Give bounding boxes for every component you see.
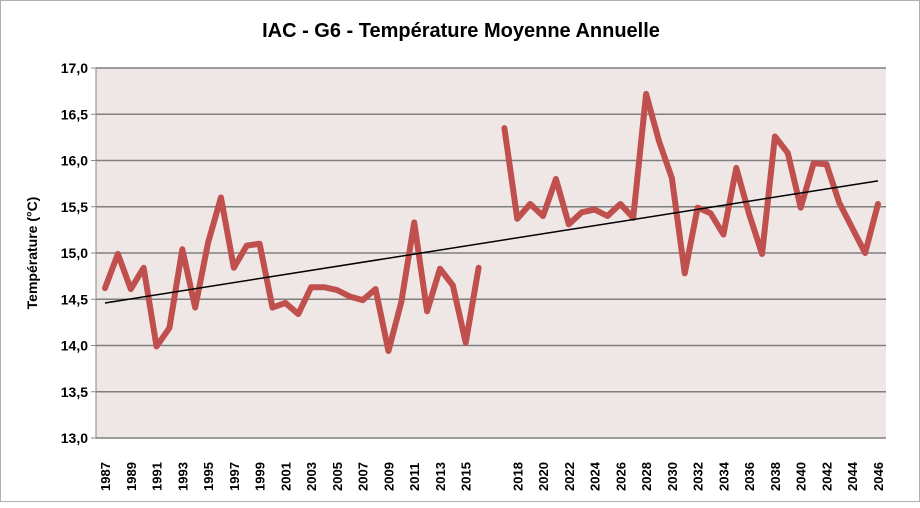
x-tick-label: 1989 <box>124 462 139 491</box>
x-tick-label: 2028 <box>639 462 654 491</box>
y-tick-label: 13,0 <box>61 430 88 446</box>
x-tick-label: 2018 <box>510 462 525 491</box>
y-tick-label: 17,0 <box>61 60 88 76</box>
x-tick-label: 2020 <box>536 462 551 491</box>
y-axis-label: Température (°C) <box>24 197 40 310</box>
x-tick-label: 1987 <box>98 462 113 491</box>
x-tick-label: 2024 <box>588 461 603 491</box>
x-tick-label: 2011 <box>407 463 422 491</box>
chart-title: IAC - G6 - Température Moyenne Annuelle <box>262 20 660 42</box>
x-tick-label: 1999 <box>253 462 268 491</box>
y-tick-label: 16,5 <box>61 106 88 122</box>
x-tick-label: 2007 <box>356 462 371 491</box>
x-tick-label: 2038 <box>768 462 783 491</box>
x-tick-label: 1995 <box>201 462 216 491</box>
x-tick-label: 2022 <box>562 462 577 491</box>
x-tick-label: 2032 <box>691 462 706 491</box>
y-tick-label: 15,5 <box>61 199 88 215</box>
x-tick-label: 2015 <box>459 462 474 491</box>
y-tick-label: 13,5 <box>61 384 88 400</box>
x-tick-label: 2003 <box>304 462 319 491</box>
x-tick-label: 2036 <box>742 462 757 491</box>
x-tick-label: 1993 <box>175 462 190 491</box>
x-tick-label: 2042 <box>819 462 834 491</box>
x-tick-label: 2040 <box>794 462 809 491</box>
y-tick-label: 15,0 <box>61 245 88 261</box>
x-tick-label: 1997 <box>227 462 242 491</box>
x-tick-label: 2009 <box>381 462 396 491</box>
x-tick-label: 2046 <box>871 462 886 491</box>
x-tick-label: 2034 <box>716 461 731 491</box>
y-tick-label: 16,0 <box>61 153 88 169</box>
x-tick-label: 2030 <box>665 462 680 491</box>
y-tick-label: 14,5 <box>61 291 88 307</box>
x-tick-label: 1991 <box>150 462 165 491</box>
x-tick-label: 2001 <box>278 462 293 491</box>
x-tick-label: 2005 <box>330 462 345 491</box>
x-tick-label: 2026 <box>613 462 628 491</box>
x-tick-label: 2044 <box>845 461 860 491</box>
x-tick-label: 2013 <box>433 462 448 491</box>
y-tick-label: 14,0 <box>61 338 88 354</box>
